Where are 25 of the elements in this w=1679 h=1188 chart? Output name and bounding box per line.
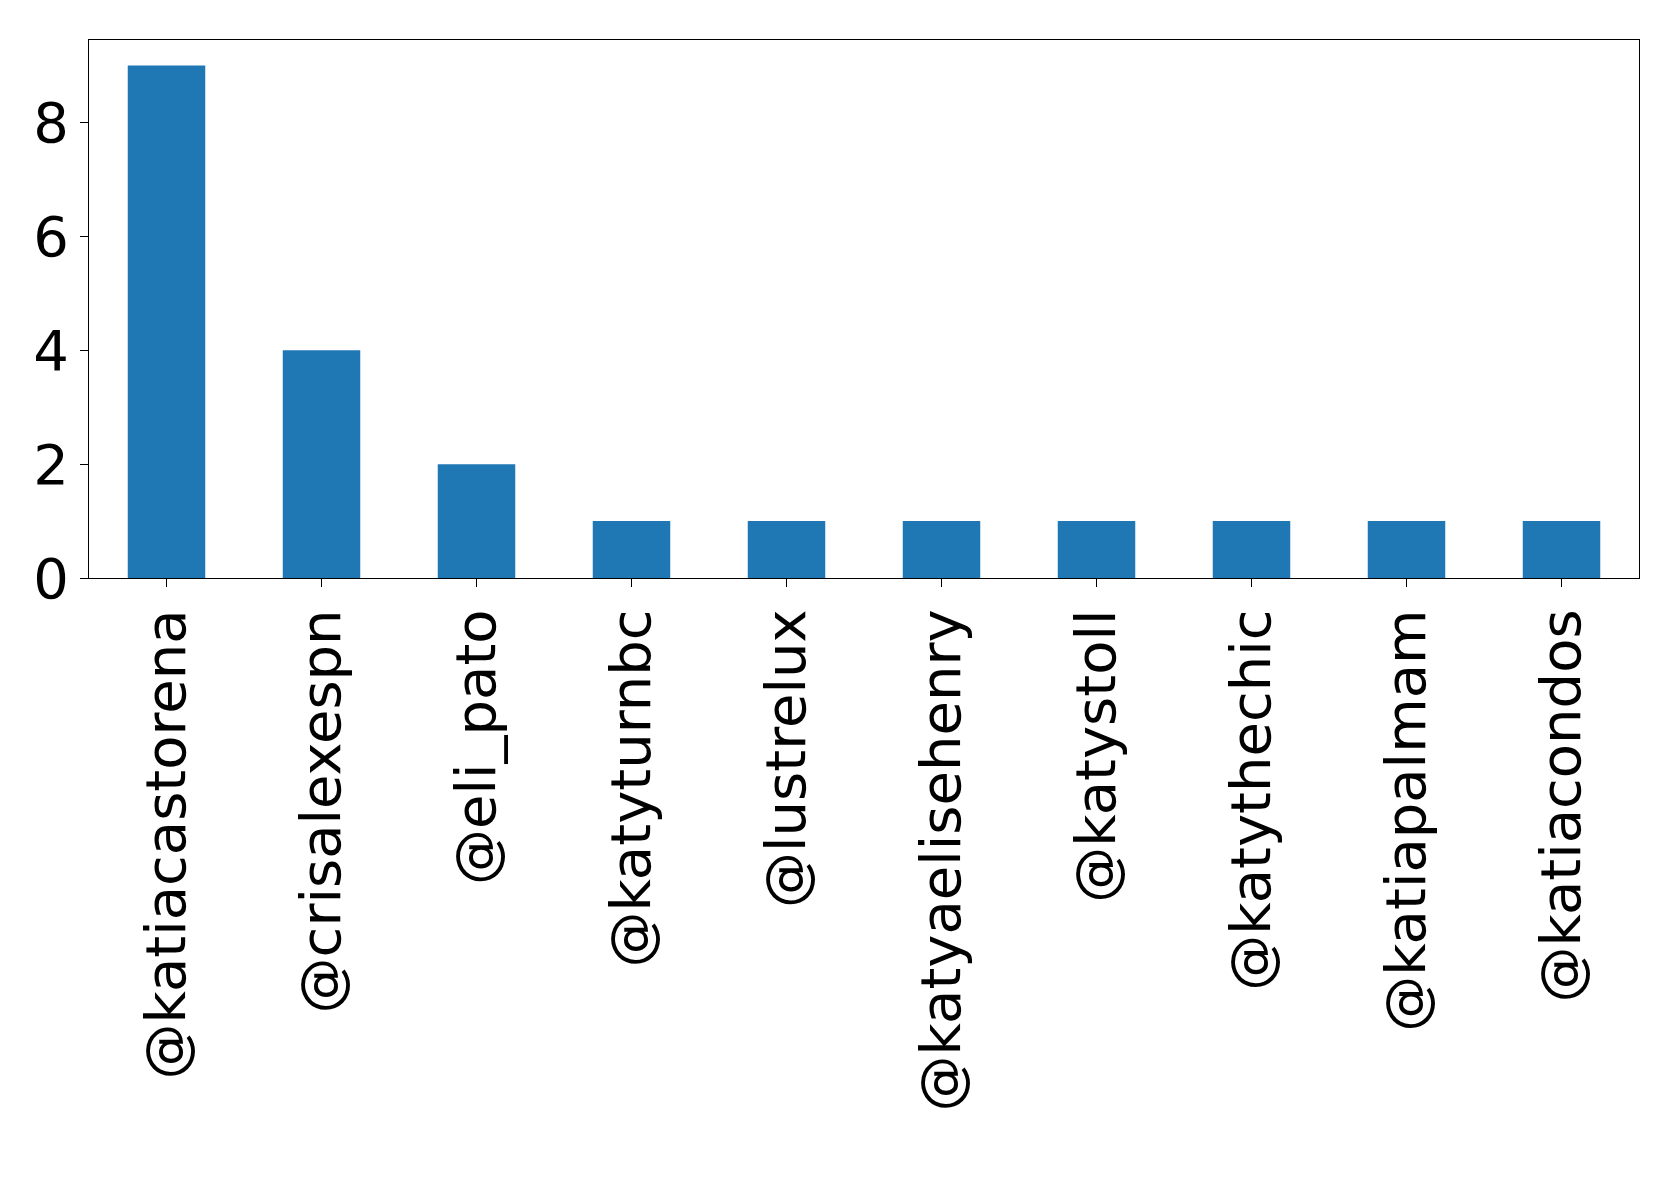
- x-tick-label: @katiacastorena: [132, 609, 198, 1080]
- bar: [1212, 521, 1291, 578]
- bar: [282, 350, 361, 578]
- y-tick-label: 6: [33, 204, 69, 270]
- x-tick-label: @katiapalmam: [1372, 609, 1438, 1032]
- bar: [592, 521, 671, 578]
- y-tick-label: 4: [33, 317, 69, 383]
- bar: [1057, 521, 1136, 578]
- bar: [747, 521, 826, 578]
- x-tick-label: @katythechic: [1217, 609, 1283, 991]
- x-tick-label: @katyaelisehenry: [907, 609, 973, 1112]
- y-tick-label: 8: [33, 90, 69, 156]
- x-tick-label: @lustrelux: [752, 609, 818, 909]
- y-tick-label: 2: [33, 431, 69, 497]
- x-tick-label: @katystoll: [1062, 609, 1128, 903]
- bar: [1522, 521, 1601, 578]
- x-tick-label: @eli_pato: [442, 609, 508, 886]
- bar: [902, 521, 981, 578]
- y-tick-label: 0: [33, 545, 69, 611]
- x-tick-label: @katyturnbc: [597, 609, 663, 968]
- x-tick-label: @crisalexespn: [287, 609, 353, 1014]
- x-tick-label: @katiacondos: [1527, 609, 1593, 1003]
- bar: [127, 65, 206, 578]
- bar: [437, 464, 516, 578]
- bar: [1367, 521, 1446, 578]
